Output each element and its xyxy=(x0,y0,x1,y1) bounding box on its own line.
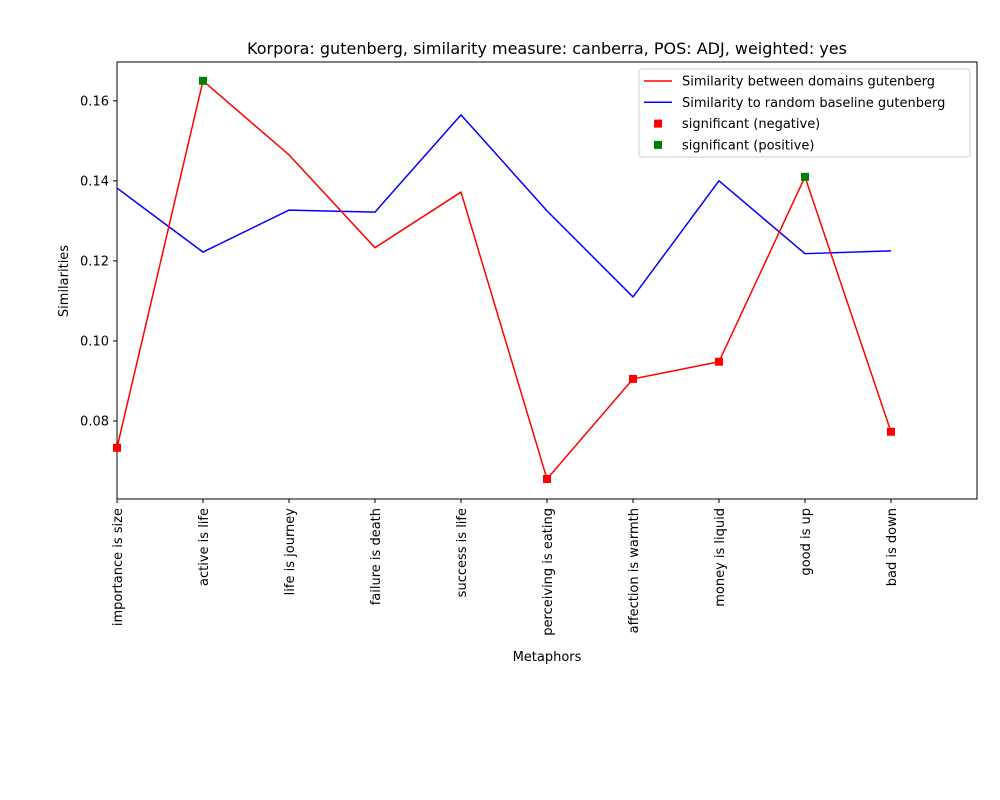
data-point-marker xyxy=(801,172,809,181)
y-tick-label: 0.14 xyxy=(80,174,109,189)
legend: Similarity between domains gutenberg Simi… xyxy=(638,68,971,158)
x-tick-label: success is life xyxy=(455,508,470,597)
x-tick-label: perceiving is eating xyxy=(541,508,556,636)
legend-marker-swatch xyxy=(654,140,662,149)
y-tick-label: 0.10 xyxy=(80,334,109,349)
data-point-marker xyxy=(887,427,895,436)
x-axis-label: Metaphors xyxy=(513,650,582,665)
x-tick-label: money is liquid xyxy=(713,508,728,607)
y-axis-label: Similarities xyxy=(57,245,72,317)
legend-marker-swatch xyxy=(654,119,662,128)
y-tick-label: 0.12 xyxy=(80,254,109,269)
y-axis: 0.08 0.10 0.12 0.14 0.16 xyxy=(80,94,117,429)
x-tick-label: bad is down xyxy=(885,508,900,586)
y-tick-label: 0.08 xyxy=(80,414,109,429)
series-line xyxy=(116,114,892,298)
x-tick-label: importance is size xyxy=(111,508,126,626)
legend-label: Similarity to random baseline gutenberg xyxy=(682,96,945,111)
y-tick-label: 0.16 xyxy=(80,94,109,109)
x-tick-label: life is journey xyxy=(283,508,298,596)
series-layer xyxy=(116,80,892,480)
data-point-marker xyxy=(543,474,551,483)
data-point-marker xyxy=(113,443,121,452)
legend-box xyxy=(638,68,971,158)
series-line xyxy=(116,80,892,480)
x-tick-label: affection is warmth xyxy=(627,508,642,633)
x-tick-label: good is up xyxy=(799,508,814,576)
marker-layer xyxy=(113,76,895,483)
data-point-marker xyxy=(629,374,637,383)
x-axis: importance is size active is life life is … xyxy=(111,499,900,636)
x-tick-label: failure is death xyxy=(369,508,384,605)
legend-label: significant (negative) xyxy=(682,117,820,132)
data-point-marker xyxy=(715,357,723,366)
chart-title: Korpora: gutenberg, similarity measure: … xyxy=(247,39,847,58)
legend-label: significant (positive) xyxy=(682,138,814,153)
x-tick-label: active is life xyxy=(197,508,212,586)
legend-label: Similarity between domains gutenberg xyxy=(682,75,935,90)
data-point-marker xyxy=(199,76,207,85)
